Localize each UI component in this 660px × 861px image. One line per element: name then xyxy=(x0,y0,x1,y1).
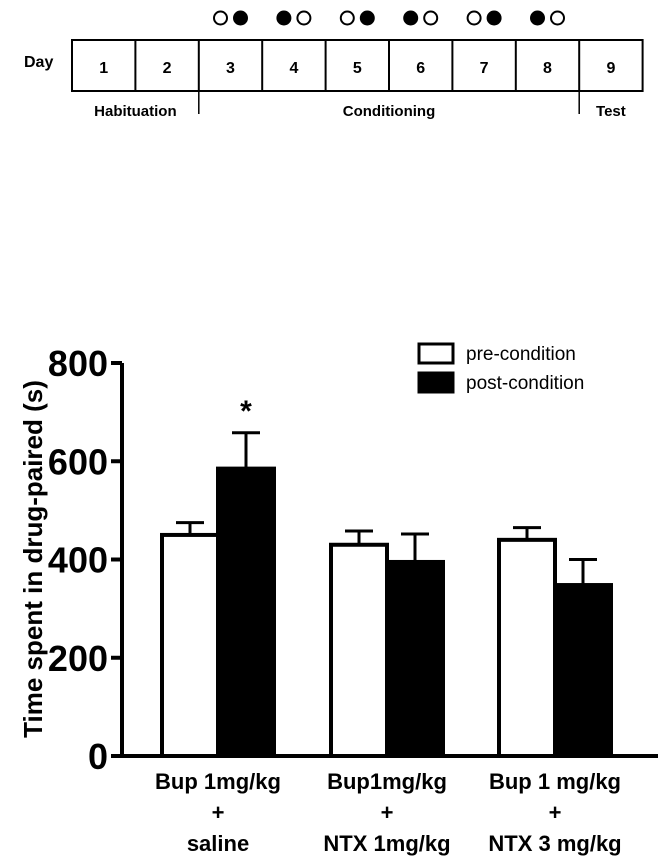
x-category-label: saline xyxy=(187,831,249,856)
x-category-label: Bup 1mg/kg xyxy=(155,769,281,794)
y-tick-label: 800 xyxy=(48,343,108,384)
legend-swatch-post xyxy=(417,371,455,394)
legend: pre-condition post-condition xyxy=(417,342,584,394)
timeline-day-label: Day xyxy=(24,54,53,71)
day-cell-label: 5 xyxy=(353,60,362,77)
vehicle-session-marker xyxy=(213,10,228,26)
drug-session-marker xyxy=(403,10,419,26)
day-cell-label: 1 xyxy=(99,60,108,77)
timeline-box xyxy=(71,39,644,92)
pre-condition-bar xyxy=(329,542,389,759)
day-cell-label: 6 xyxy=(416,60,425,77)
post-condition-bar xyxy=(216,466,276,758)
vehicle-session-marker xyxy=(466,10,482,26)
annotations: * xyxy=(240,395,252,428)
x-category-label: NTX 3 mg/kg xyxy=(488,831,621,856)
vehicle-session-marker xyxy=(296,10,312,26)
y-tick-label: 200 xyxy=(48,638,108,679)
drug-session-marker xyxy=(359,10,375,26)
error-bars xyxy=(176,431,597,586)
day-cell-label: 7 xyxy=(480,60,489,77)
conditioning-sessions xyxy=(213,10,565,26)
legend-label: post-condition xyxy=(466,373,584,394)
x-axis-labels: Bup 1mg/kg + saline Bup1mg/kg + NTX 1mg/kg Bup… xyxy=(155,769,622,856)
day-cell-label: 3 xyxy=(226,60,235,77)
legend-swatch-pre xyxy=(417,342,455,365)
timeline: Day 1 2 3 4 5 6 7 8 9 Habituation Conditioning Tes… xyxy=(24,10,644,120)
vehicle-session-marker xyxy=(339,10,355,26)
legend-label: pre-condition xyxy=(466,344,576,365)
drug-session-marker xyxy=(276,10,292,26)
day-cell-label: 2 xyxy=(163,60,172,77)
y-tick-label: 600 xyxy=(48,441,108,482)
x-category-label: NTX 1mg/kg xyxy=(323,831,450,856)
day-cell-label: 9 xyxy=(606,60,615,77)
bar-chart: Time spent in drug-paired (s) 0 200 400 600… xyxy=(18,342,658,856)
post-condition-bar xyxy=(385,559,445,758)
post-condition-bar xyxy=(553,583,613,758)
drug-session-marker xyxy=(233,10,248,26)
y-tick-label: 0 xyxy=(88,736,108,777)
pre-condition-bar xyxy=(497,537,557,758)
bar-series xyxy=(160,466,613,759)
y-axis-label: Time spent in drug-paired (s) xyxy=(18,380,48,738)
y-tick-label: 400 xyxy=(48,540,108,581)
x-category-label: Bup 1 mg/kg xyxy=(489,769,621,794)
x-category-label: + xyxy=(549,800,562,825)
day-cell-label: 8 xyxy=(543,60,552,77)
vehicle-session-marker xyxy=(423,10,439,26)
drug-session-marker xyxy=(486,10,502,26)
vehicle-session-marker xyxy=(550,10,565,26)
timeline-days: 1 2 3 4 5 6 7 8 9 xyxy=(71,39,644,92)
x-category-label: + xyxy=(212,800,225,825)
x-category-label: Bup1mg/kg xyxy=(327,769,447,794)
significance-asterisk: * xyxy=(240,395,252,428)
phase-label: Conditioning xyxy=(343,103,435,120)
phase-label: Test xyxy=(596,103,626,120)
drug-session-marker xyxy=(530,10,545,26)
day-cell-label: 4 xyxy=(289,60,298,77)
pre-condition-bar xyxy=(160,532,220,758)
phase-label: Habituation xyxy=(94,103,177,120)
timeline-phases: Habituation Conditioning Test xyxy=(94,91,626,120)
x-category-label: + xyxy=(381,800,394,825)
